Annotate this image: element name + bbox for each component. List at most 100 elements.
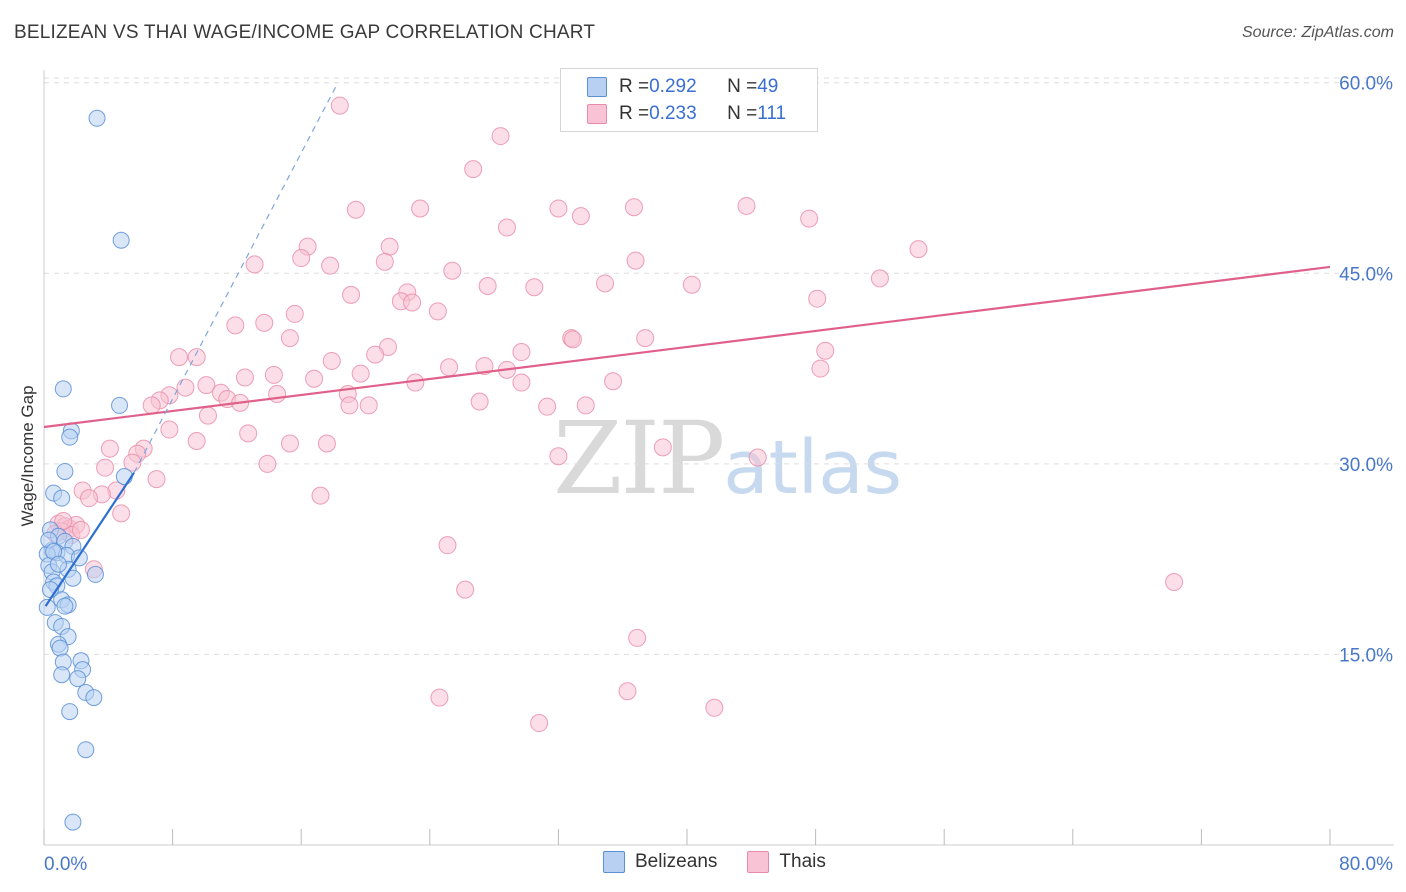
thai-point bbox=[428, 302, 447, 321]
legend-item-belizeans[interactable]: Belizeans bbox=[603, 851, 717, 873]
legend-swatch-belizeans bbox=[603, 851, 625, 873]
thai-point bbox=[340, 396, 359, 415]
thai-point bbox=[478, 276, 497, 295]
thai-point bbox=[443, 261, 462, 280]
thai-point bbox=[142, 396, 161, 415]
belizean-point bbox=[38, 598, 56, 616]
watermark: ZIPatlas bbox=[553, 400, 902, 517]
thai-point bbox=[549, 447, 568, 466]
belizean-trend-extension bbox=[133, 84, 338, 474]
thai-point bbox=[491, 127, 510, 146]
thai-point bbox=[636, 329, 655, 348]
thai-point bbox=[100, 439, 119, 458]
thai-point bbox=[226, 316, 245, 335]
thai-point bbox=[604, 372, 623, 391]
legend-n-value: 49 bbox=[757, 76, 779, 97]
thai-point bbox=[311, 486, 330, 505]
belizean-point bbox=[112, 231, 130, 249]
y-tick-label: 15.0% bbox=[1339, 645, 1393, 666]
thai-point bbox=[321, 256, 340, 275]
belizean-point bbox=[56, 462, 74, 480]
legend-r-label: R = bbox=[619, 103, 650, 124]
belizean-point bbox=[56, 597, 74, 615]
thai-point bbox=[71, 520, 90, 539]
thai-point bbox=[618, 682, 637, 701]
thai-point bbox=[366, 345, 385, 364]
belizean-point bbox=[64, 813, 82, 831]
thai-point bbox=[346, 200, 365, 219]
thai-point bbox=[909, 240, 928, 259]
thai-point bbox=[811, 359, 830, 378]
thai-point bbox=[317, 434, 336, 453]
thai-point bbox=[737, 196, 756, 215]
legend-r-value: 0.233 bbox=[649, 103, 697, 124]
thai-point bbox=[571, 207, 590, 226]
thai-point bbox=[808, 289, 827, 308]
thai-point bbox=[330, 96, 349, 115]
x-tick-label: 80.0% bbox=[1339, 854, 1393, 875]
belizean-point bbox=[54, 380, 72, 398]
thai-point bbox=[292, 249, 311, 268]
y-tick-label: 30.0% bbox=[1339, 455, 1393, 476]
thai-point bbox=[322, 351, 341, 370]
thai-point bbox=[470, 392, 489, 411]
belizean-point bbox=[111, 396, 129, 414]
thai-point bbox=[342, 285, 361, 304]
watermark-atlas: atlas bbox=[723, 425, 903, 511]
legend-swatch-thais bbox=[587, 104, 607, 124]
correlation-legend: R = 0.292 N = 49 R = 0.233 N = 111 bbox=[560, 68, 818, 132]
legend-label-thais: Thais bbox=[779, 851, 826, 872]
thai-point bbox=[351, 364, 370, 383]
y-tick-label: 60.0% bbox=[1339, 74, 1393, 95]
thai-point bbox=[512, 373, 531, 392]
thai-point bbox=[440, 358, 459, 377]
thai-trend-line bbox=[43, 265, 1331, 429]
thai-point bbox=[576, 396, 595, 415]
thai-point bbox=[359, 396, 378, 415]
y-tick-label: 45.0% bbox=[1339, 264, 1393, 285]
thai-point bbox=[280, 329, 299, 348]
thai-point bbox=[258, 454, 277, 473]
chart-title: BELIZEAN VS THAI WAGE/INCOME GAP CORRELA… bbox=[14, 22, 596, 43]
thai-point bbox=[626, 251, 645, 270]
thai-point bbox=[497, 218, 516, 237]
thai-point bbox=[549, 199, 568, 218]
legend-r-label: R = bbox=[619, 76, 650, 97]
legend-label-belizeans: Belizeans bbox=[635, 851, 718, 872]
thai-point bbox=[456, 580, 475, 599]
thai-point bbox=[197, 376, 216, 395]
thai-point bbox=[624, 198, 643, 217]
thai-point bbox=[305, 369, 324, 388]
belizean-point bbox=[88, 109, 106, 127]
thai-point bbox=[280, 434, 299, 453]
thai-point bbox=[255, 313, 274, 332]
thai-point bbox=[147, 470, 166, 489]
belizean-point bbox=[51, 639, 69, 657]
thai-point bbox=[628, 628, 647, 647]
thai-point bbox=[748, 448, 767, 467]
legend-row-thais: R = 0.233 N = 111 bbox=[587, 103, 786, 125]
belizean-point bbox=[53, 489, 71, 507]
thai-point bbox=[268, 384, 287, 403]
thai-point bbox=[538, 397, 557, 416]
thai-point bbox=[1165, 573, 1184, 592]
thai-point bbox=[375, 252, 394, 271]
thai-point bbox=[530, 714, 549, 733]
thai-point bbox=[464, 160, 483, 179]
thai-point bbox=[245, 255, 264, 274]
legend-n-label: N = bbox=[727, 76, 758, 97]
thai-point bbox=[264, 365, 283, 384]
thai-point bbox=[816, 341, 835, 360]
thai-point bbox=[123, 453, 142, 472]
legend-swatch-thais bbox=[747, 851, 770, 873]
thai-point bbox=[512, 343, 531, 362]
thai-point bbox=[563, 330, 582, 349]
belizean-point bbox=[69, 670, 87, 688]
legend-swatch-belizeans bbox=[587, 77, 607, 97]
thai-point bbox=[187, 431, 206, 450]
thai-point bbox=[870, 269, 889, 288]
legend-item-thais[interactable]: Thais bbox=[747, 851, 826, 873]
legend-row-belizeans: R = 0.292 N = 49 bbox=[587, 76, 778, 98]
belizean-point bbox=[86, 565, 104, 583]
